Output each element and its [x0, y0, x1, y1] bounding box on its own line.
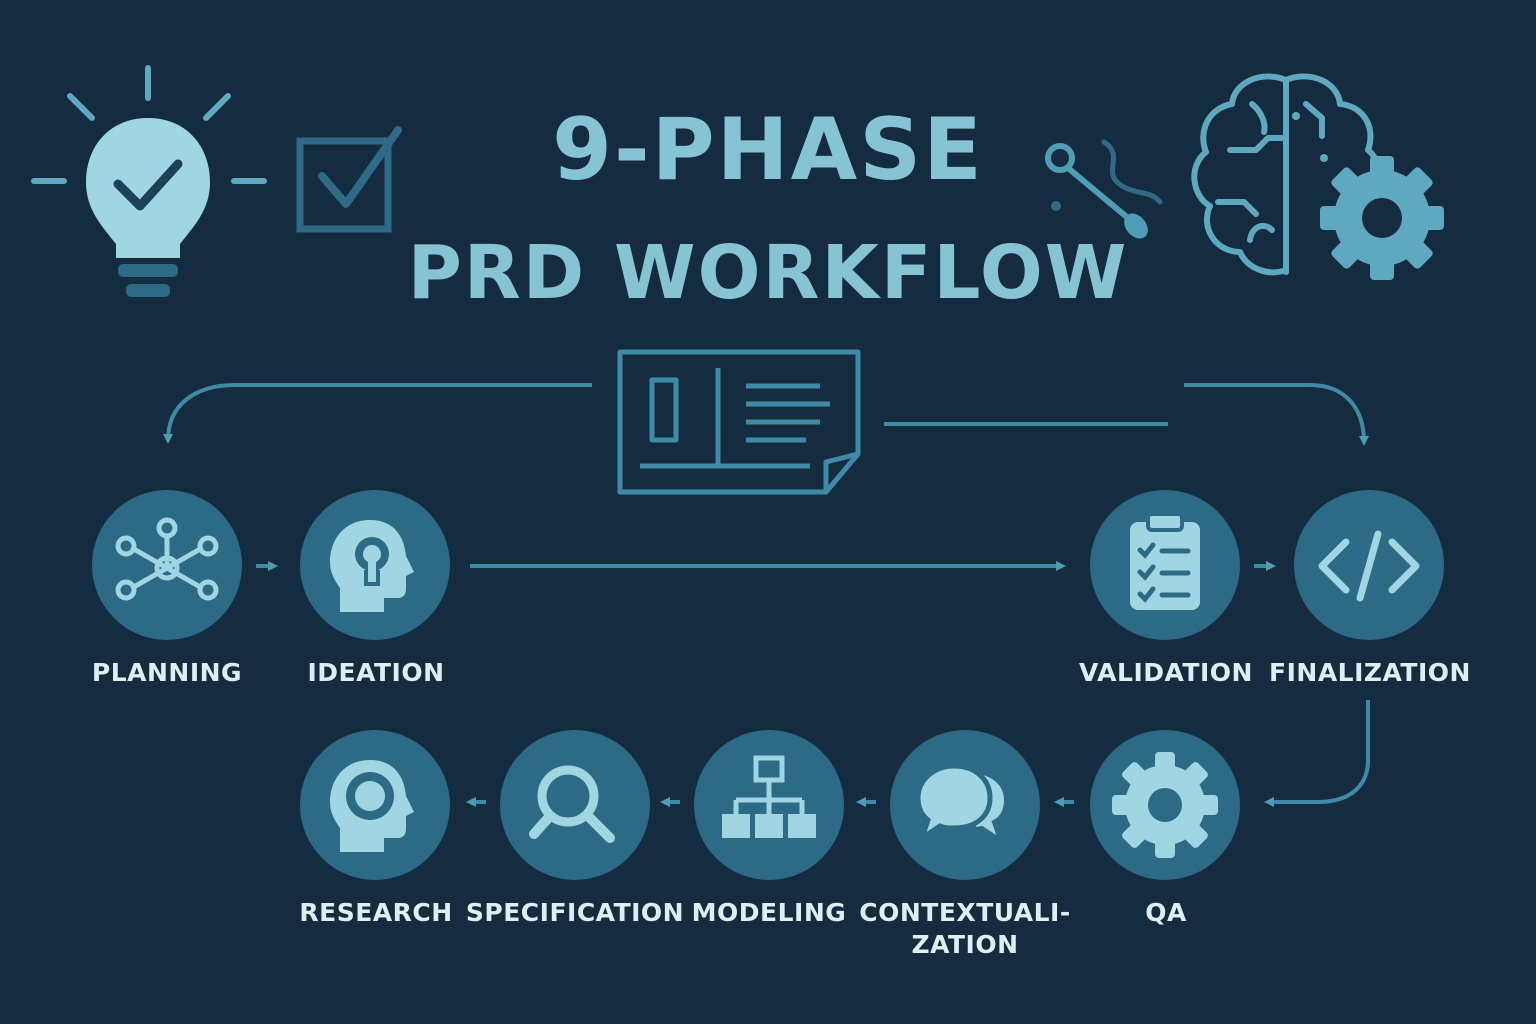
lightbulb-check-icon	[31, 65, 267, 297]
head-profile-icon	[330, 760, 414, 852]
clipboard-checklist-icon	[1130, 512, 1200, 610]
connector-doc-to-planning	[163, 383, 592, 444]
phase-label-modeling: MODELING	[691, 898, 847, 927]
phase-label-contextualization-line-2: ZATION	[911, 930, 1019, 959]
phase-research[interactable]	[300, 730, 450, 880]
phase-validation[interactable]	[1090, 490, 1240, 640]
checkbox-icon	[296, 126, 402, 233]
phase-planning[interactable]	[92, 490, 242, 640]
document-icon	[617, 349, 861, 495]
connector-finalization-to-qa	[1264, 700, 1370, 807]
gear-icon	[1112, 752, 1218, 858]
hierarchy-icon	[722, 755, 816, 838]
code-icon	[1318, 530, 1420, 602]
brain-gear-cog	[1320, 156, 1444, 280]
phase-ideation[interactable]	[300, 490, 450, 640]
network-icon	[115, 517, 219, 601]
phase-contextualization[interactable]	[890, 730, 1040, 880]
phase-label-specification: SPECIFICATION	[465, 898, 685, 927]
phase-label-contextualization-line-1: CONTEXTUALI-	[859, 898, 1071, 927]
phase-qa[interactable]	[1090, 730, 1240, 880]
phase-specification[interactable]	[500, 730, 650, 880]
phase-label-contextualization: CONTEXTUALI- ZATION	[845, 897, 1085, 961]
tools-icon	[1045, 139, 1163, 239]
phase-modeling[interactable]	[694, 730, 844, 880]
connector-lines	[163, 383, 1370, 807]
phase-label-qa: QA	[1145, 898, 1187, 927]
connector-doc-to-finalization	[1184, 383, 1369, 446]
speech-bubbles-icon	[915, 763, 1009, 845]
head-lightbulb-icon	[330, 520, 414, 612]
phase-label-finalization: FINALIZATION	[1269, 658, 1471, 687]
title-line-1: 9-PHASE	[552, 100, 984, 200]
phase-label-validation: VALIDATION	[1079, 658, 1253, 687]
phase-label-research: RESEARCH	[299, 898, 453, 927]
phase-label-ideation: IDEATION	[307, 658, 445, 687]
phase-label-planning: PLANNING	[91, 658, 243, 687]
magnifier-icon	[529, 765, 615, 843]
phase-finalization[interactable]	[1294, 490, 1444, 640]
title-line-2: PRD WORKFLOW	[407, 230, 1129, 316]
